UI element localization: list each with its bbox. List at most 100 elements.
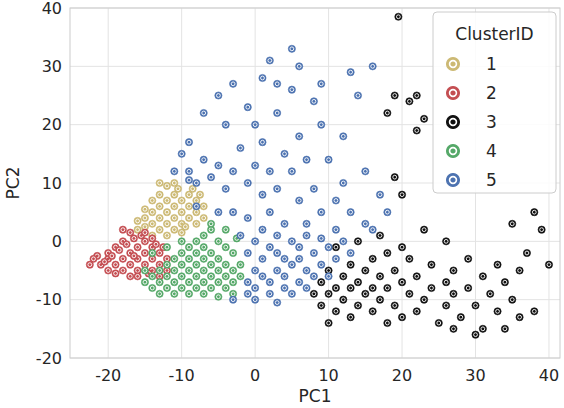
point [171,203,178,210]
point [274,109,281,116]
marker-ring [349,315,353,319]
point [274,249,281,256]
marker-body [207,174,214,181]
point [182,223,189,230]
point [229,168,236,175]
point [310,290,317,297]
marker-body [171,279,178,286]
point [141,249,148,256]
marker-ring [136,269,140,273]
marker-ring [334,286,338,290]
marker-ring [180,231,184,235]
series [171,45,391,306]
point [222,273,229,280]
point [266,209,273,216]
marker-body [259,74,266,81]
marker-body [296,63,303,70]
marker-ring [450,61,457,68]
marker-body [398,314,405,321]
marker-ring [150,251,154,255]
marker-ring [312,99,316,103]
marker-body [185,244,192,251]
marker-body [479,273,486,280]
marker-ring [202,111,206,115]
marker-ring [187,193,191,197]
marker-ring [334,257,338,261]
point [435,319,442,326]
marker-ring [415,129,419,133]
point [296,63,303,70]
marker-body [362,220,369,227]
point [406,290,413,297]
point [112,261,119,268]
marker-ring [180,210,184,214]
marker-ring [261,257,265,261]
marker-body [266,209,273,216]
marker-body [185,279,192,286]
marker-body [447,87,460,100]
marker-body [369,255,376,262]
marker-ring [393,304,397,308]
marker-body [318,302,325,309]
x-tick-label: 40 [539,366,559,385]
marker-body [465,284,472,291]
marker-body [274,267,281,274]
marker-body [185,255,192,262]
point [185,279,192,286]
marker-body [127,261,134,268]
legend-marker [447,116,460,129]
marker-ring [371,257,375,261]
marker-body [215,279,222,286]
marker-ring [216,280,220,284]
marker-ring [158,251,162,255]
point [325,319,332,326]
marker-body [332,197,339,204]
marker-ring [187,257,191,261]
marker-body [200,214,207,221]
y-axis-label: PC2 [3,167,23,200]
marker-ring [496,309,500,313]
marker-body [318,121,325,128]
point [347,69,354,76]
point [244,214,251,221]
point [178,150,185,157]
marker-body [193,238,200,245]
marker-ring [143,207,147,211]
point [207,249,214,256]
marker-ring [136,245,140,249]
marker-body [156,203,163,210]
marker-ring [275,82,279,86]
marker-body [149,220,156,227]
point [156,214,163,221]
marker-body [310,290,317,297]
x-tick-label: -20 [95,366,121,385]
marker-body [447,116,460,129]
marker-ring [290,88,294,92]
background [0,0,564,408]
point [332,244,339,251]
y-tick-label: 0 [52,232,62,251]
marker-ring [110,254,114,258]
marker-body [435,319,442,326]
marker-body [288,168,295,175]
point [347,261,354,268]
point [130,252,137,259]
marker-body [141,249,148,256]
marker-body [274,249,281,256]
point [369,308,376,315]
marker-body [237,273,244,280]
point [457,314,464,321]
marker-body [274,299,281,306]
marker-ring [327,274,331,278]
marker-body [347,261,354,268]
marker-body [318,80,325,87]
marker-ring [385,210,389,214]
marker-ring [450,177,457,184]
marker-body [178,150,185,157]
point [252,284,259,291]
point [384,284,391,291]
marker-ring [253,298,257,302]
marker-body [259,226,266,233]
marker-body [134,244,141,251]
marker-body [391,92,398,99]
